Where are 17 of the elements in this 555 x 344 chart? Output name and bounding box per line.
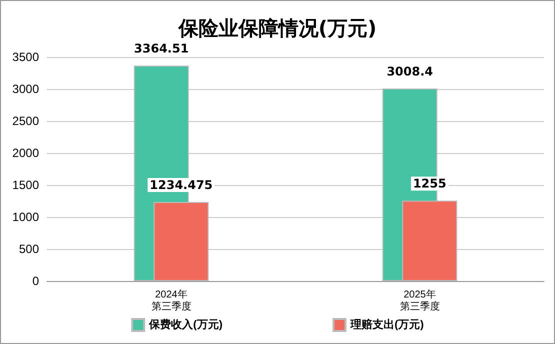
y-tick-label: 0 (32, 274, 40, 288)
y-tick-label: 2000 (12, 146, 40, 160)
chart-title: 保险业保障情况(万元) (177, 16, 377, 40)
data-label: 3364.51 (134, 42, 189, 56)
legend-label: 保费收入(万元) (148, 318, 223, 331)
y-tick-label: 3500 (12, 50, 40, 64)
data-label: 1255 (412, 176, 446, 191)
y-tick-label: 1500 (12, 178, 40, 192)
data-label: 3008.4 (386, 64, 434, 78)
y-tick-label: 500 (18, 242, 40, 256)
legend-label: 理赔支出(万元) (350, 318, 424, 331)
y-tick-label: 2500 (12, 114, 40, 128)
y-tick-label: 1000 (12, 210, 40, 224)
data-label: 1234.475 (150, 178, 213, 192)
y-tick-label: 3000 (12, 82, 40, 96)
x-tick-label: 2024年第三季度 (151, 288, 192, 312)
x-tick-label: 2025年第三季度 (400, 288, 440, 312)
